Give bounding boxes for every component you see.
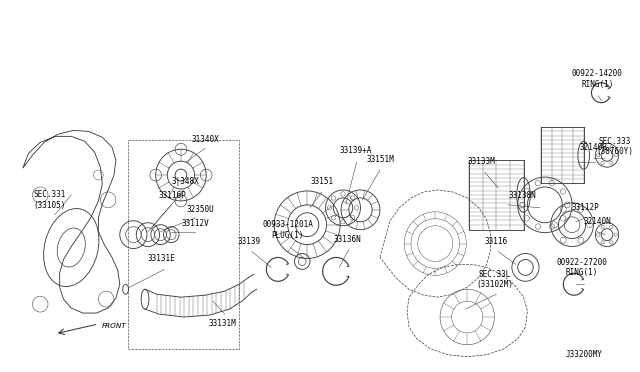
- Text: 33112V: 33112V: [182, 219, 209, 228]
- Text: SEC.333
(38760Y): SEC.333 (38760Y): [596, 137, 634, 156]
- Text: 33112P: 33112P: [572, 203, 600, 212]
- Text: 33116P: 33116P: [158, 191, 186, 200]
- Text: 33133M: 33133M: [468, 157, 496, 166]
- Text: SEC.331
(33105): SEC.331 (33105): [34, 190, 66, 210]
- Text: 33151: 33151: [310, 177, 333, 186]
- Text: 33136N: 33136N: [333, 235, 361, 244]
- Text: 33151M: 33151M: [366, 155, 394, 164]
- Text: 33131E: 33131E: [148, 254, 175, 263]
- Text: 33139+A: 33139+A: [339, 146, 372, 155]
- Text: 00933-1201A
PLUG(1): 00933-1201A PLUG(1): [262, 220, 313, 240]
- Text: 32140H: 32140H: [580, 143, 607, 152]
- Text: J33200MY: J33200MY: [565, 350, 602, 359]
- Bar: [127, 140, 239, 349]
- Text: SEC.33L
(33102M): SEC.33L (33102M): [476, 270, 513, 289]
- Text: 32140N: 32140N: [584, 217, 611, 226]
- Text: 3|348X: 3|348X: [172, 177, 200, 186]
- Text: 00922-14200
RING(1): 00922-14200 RING(1): [572, 69, 623, 89]
- Text: 33139: 33139: [237, 237, 260, 246]
- Text: 33116: 33116: [485, 237, 508, 246]
- Text: 31340X: 31340X: [191, 135, 219, 144]
- Text: 00922-27200
RING(1): 00922-27200 RING(1): [556, 258, 607, 277]
- Text: 33138N: 33138N: [508, 191, 536, 200]
- Text: 33131M: 33131M: [209, 319, 237, 328]
- Text: 32350U: 32350U: [186, 205, 214, 214]
- Text: FRONT: FRONT: [101, 323, 126, 329]
